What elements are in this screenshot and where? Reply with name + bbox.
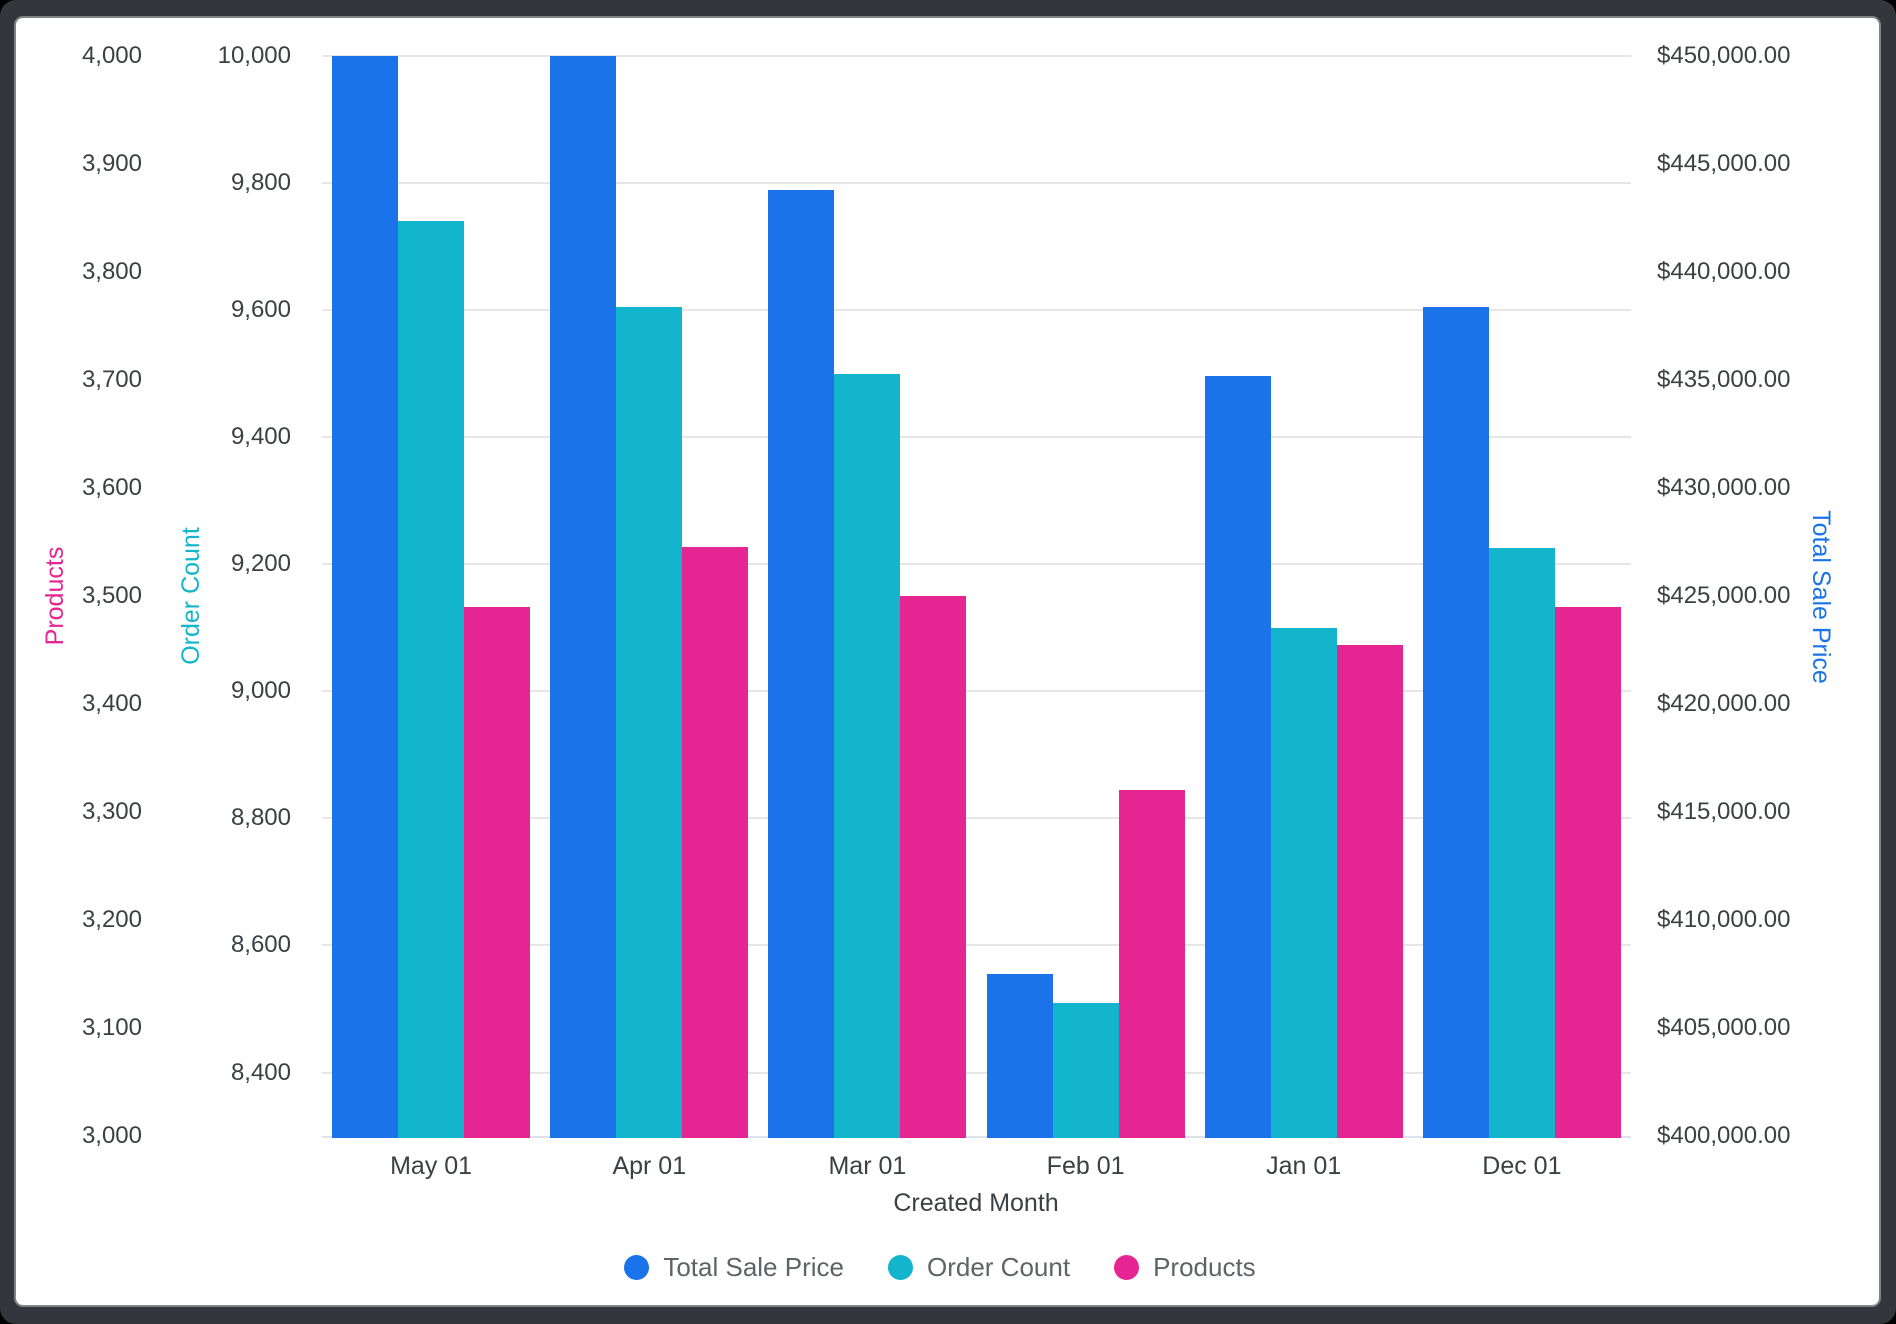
bar-order-count-dec-01[interactable] [1488,548,1555,1138]
gridline [322,1071,1631,1074]
products-tick-label: 3,000 [81,1122,142,1149]
bar-products-feb-01[interactable] [1118,790,1185,1138]
legend-dot-icon [624,1254,650,1280]
x-tick-label-mar-01: Mar 01 [828,1152,907,1180]
products-tick-label: 3,900 [81,150,142,177]
bar-total-sale-price-apr-01[interactable] [550,56,617,1138]
legend: Total Sale Price Order Count Products [0,1250,1880,1284]
axis-title-products: Products [41,546,69,646]
total-sale-price-tick-label: $425,000.00 [1657,582,1791,609]
products-tick-label: 3,700 [81,366,142,393]
bar-total-sale-price-dec-01[interactable] [1422,306,1489,1138]
order-count-tick-label: 8,400 [230,1058,291,1086]
bar-order-count-may-01[interactable] [398,221,465,1138]
bar-products-apr-01[interactable] [682,547,749,1138]
products-tick-label: 4,000 [81,42,142,69]
products-tick-label: 3,200 [81,906,142,933]
bar-order-count-jan-01[interactable] [1270,627,1337,1138]
total-sale-price-tick-label: $445,000.00 [1657,150,1791,177]
x-tick-label-apr-01: Apr 01 [612,1152,687,1180]
x-tick-label-may-01: May 01 [390,1152,473,1180]
gridline [322,436,1631,439]
total-sale-price-tick-label: $415,000.00 [1657,798,1791,825]
order-count-tick-label: 9,400 [230,423,291,451]
bar-order-count-mar-01[interactable] [834,373,901,1138]
legend-label: Products [1153,1252,1256,1282]
bar-products-jan-01[interactable] [1336,644,1403,1138]
legend-item-total-sale-price[interactable]: Total Sale Price [624,1250,844,1284]
legend-label: Order Count [926,1252,1071,1282]
order-count-tick-label: 8,600 [230,931,291,959]
axis-title-total-sale-price: Total Sale Price [1807,510,1835,684]
order-count-tick-label: 9,800 [230,169,291,197]
bar-products-mar-01[interactable] [900,596,967,1138]
order-count-tick-label: 9,600 [230,296,291,324]
gridline [322,309,1631,312]
x-tick-label-dec-01: Dec 01 [1482,1152,1562,1180]
bar-order-count-apr-01[interactable] [616,306,683,1138]
total-sale-price-tick-label: $420,000.00 [1657,690,1791,717]
gridline [322,690,1631,693]
products-tick-label: 3,400 [81,690,142,717]
legend-label: Total Sale Price [663,1252,844,1282]
legend-item-products[interactable]: Products [1114,1250,1256,1284]
total-sale-price-tick-label: $440,000.00 [1657,258,1791,285]
total-sale-price-tick-label: $430,000.00 [1657,474,1791,501]
x-axis-title: Created Month [893,1189,1059,1217]
gridline [322,182,1631,185]
total-sale-price-tick-label: $410,000.00 [1657,906,1791,933]
bar-total-sale-price-jan-01[interactable] [1204,375,1271,1138]
legend-dot-icon [887,1254,913,1280]
bar-products-may-01[interactable] [464,606,531,1138]
products-tick-label: 3,600 [81,474,142,501]
total-sale-price-tick-label: $435,000.00 [1657,366,1791,393]
gridline [322,944,1631,947]
products-tick-label: 3,800 [81,258,142,285]
x-tick-label-jan-01: Jan 01 [1266,1152,1342,1180]
bar-total-sale-price-mar-01[interactable] [768,189,835,1138]
products-tick-label: 3,500 [81,582,142,609]
x-tick-label-feb-01: Feb 01 [1046,1152,1125,1180]
products-tick-label: 3,100 [81,1014,142,1041]
x-axis-baseline [322,1136,1631,1138]
order-count-tick-label: 8,800 [230,804,291,832]
bar-order-count-feb-01[interactable] [1052,1002,1119,1138]
total-sale-price-tick-label: $405,000.00 [1657,1014,1791,1041]
gridline [322,563,1631,566]
order-count-tick-label: 9,000 [230,677,291,705]
order-count-tick-label: 10,000 [217,42,291,69]
bar-products-dec-01[interactable] [1554,606,1621,1138]
order-count-tick-label: 9,200 [230,550,291,578]
total-sale-price-tick-label: $450,000.00 [1657,42,1791,69]
gridline [322,817,1631,820]
bar-total-sale-price-may-01[interactable] [332,56,399,1138]
products-tick-label: 3,300 [81,798,142,825]
total-sale-price-tick-label: $400,000.00 [1657,1122,1791,1149]
axis-title-order-count: Order Count [177,527,205,665]
bar-total-sale-price-feb-01[interactable] [986,974,1053,1138]
gridline [322,55,1631,57]
legend-item-order-count[interactable]: Order Count [887,1250,1071,1284]
legend-dot-icon [1114,1254,1140,1280]
